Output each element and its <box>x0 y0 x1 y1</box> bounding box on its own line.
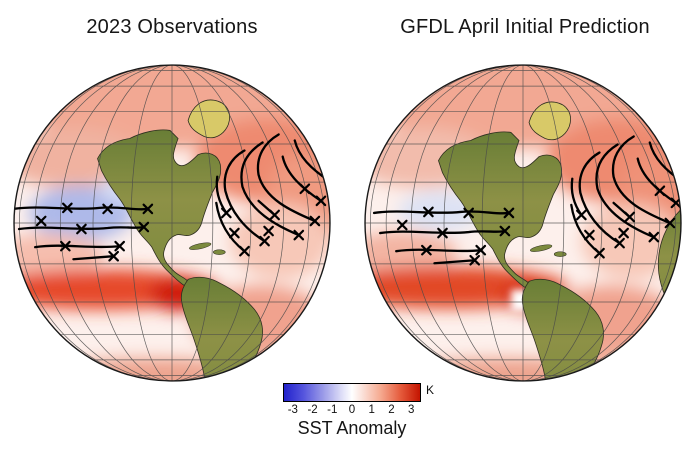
colorbar-tick: -3 <box>287 404 298 416</box>
globe-outline <box>13 64 331 382</box>
colorbar-label: SST Anomaly <box>297 418 407 438</box>
colorbar-tick: 2 <box>388 404 395 416</box>
colorbar-unit: K <box>426 383 435 397</box>
colorbar-tick: 1 <box>368 404 375 416</box>
colorbar-tick: -1 <box>327 404 338 416</box>
globe-observations <box>13 64 331 382</box>
colorbar-tick: -2 <box>307 404 318 416</box>
right-panel-title: GFDL April Initial Prediction <box>400 16 650 38</box>
colorbar-tick: 0 <box>348 404 356 416</box>
globe-outline <box>364 64 682 382</box>
left-panel-title: 2023 Observations <box>86 16 258 38</box>
colorbar-tick: 3 <box>407 404 415 416</box>
globe-prediction <box>364 64 682 382</box>
colorbar <box>283 383 421 402</box>
colorbar-block: K -3 -2 -1 0 1 2 3 <box>283 383 434 417</box>
colorbar-ticks: -3 -2 -1 0 1 2 3 <box>283 402 421 417</box>
